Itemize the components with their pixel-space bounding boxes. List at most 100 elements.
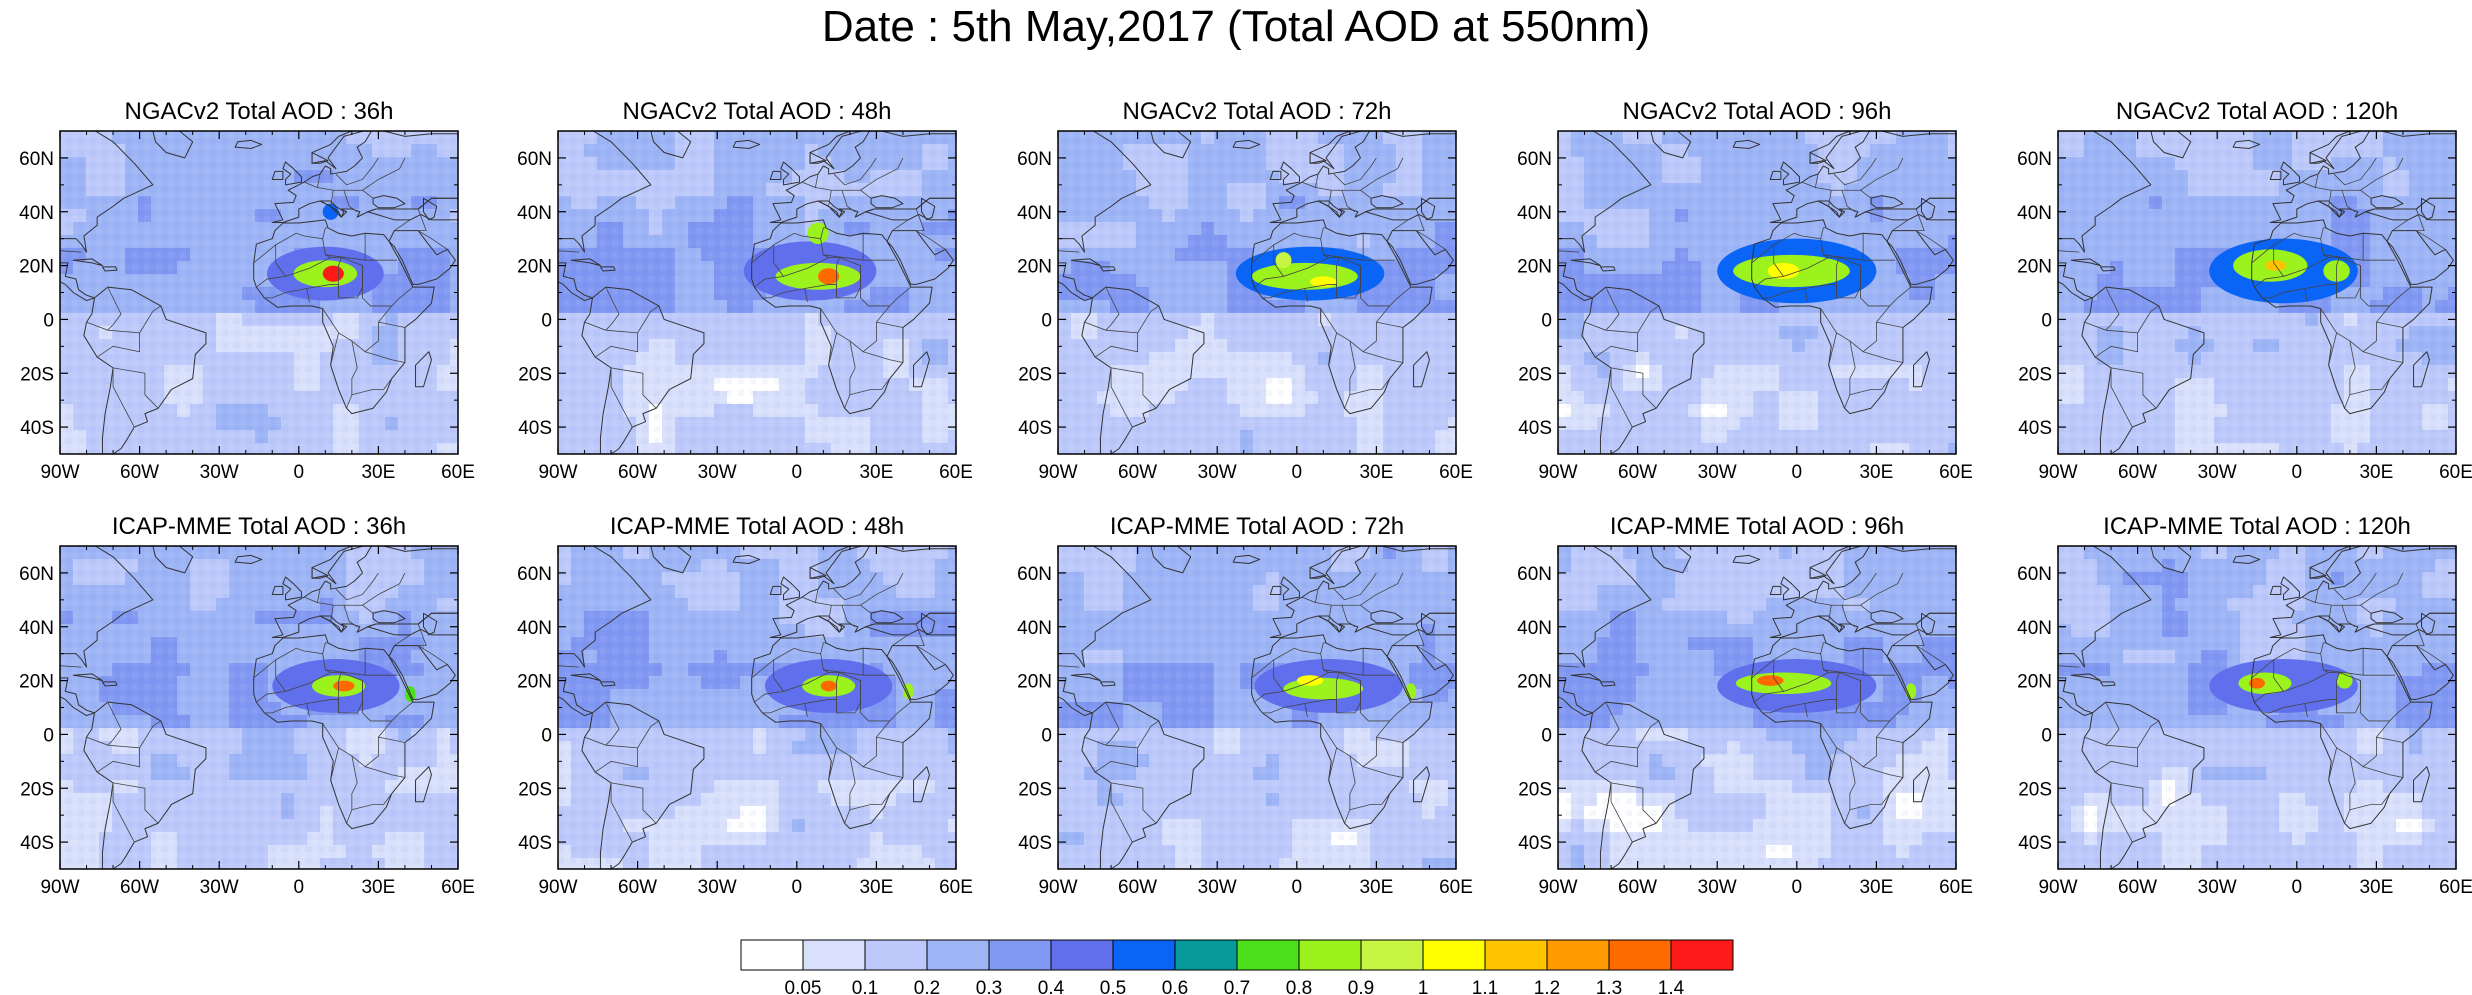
- y-tick-label: 20S: [20, 779, 54, 800]
- y-tick-label: 20N: [19, 257, 54, 278]
- country-borders: [2058, 157, 2446, 428]
- x-tick-label: 60E: [1439, 462, 1473, 483]
- x-tick-label: 30W: [1698, 877, 1737, 898]
- x-tick-label: 0: [1792, 462, 1803, 483]
- y-tick-label: 40S: [1018, 833, 1052, 854]
- map-panel: NGACv2 Total AOD : 96h 90W 60W 30W 0 30E 60E 60…: [1517, 98, 1973, 483]
- x-tick-label: 90W: [1038, 462, 1077, 483]
- x-tick-label: 30E: [361, 462, 395, 483]
- y-tick-label: 20N: [517, 257, 552, 278]
- country-borders: [1558, 157, 1946, 428]
- x-tick-label: 60E: [939, 877, 973, 898]
- x-tick-label: 30W: [698, 462, 737, 483]
- y-tick-label: 20N: [1017, 672, 1052, 693]
- colorbar-label: 1.4: [1658, 978, 1685, 995]
- map-panel: ICAP-MME Total AOD : 120h 90W 60W 30W 0 30E 60…: [2017, 513, 2472, 898]
- y-tick-label: 40N: [517, 203, 552, 224]
- y-tick-label: 40S: [2018, 833, 2052, 854]
- x-tick-label: 90W: [40, 462, 79, 483]
- x-tick-label: 0: [792, 462, 803, 483]
- x-tick-label: 60E: [1939, 462, 1973, 483]
- colorbar-label: 0.9: [1348, 978, 1374, 995]
- colorbar-label: 0.7: [1224, 978, 1250, 995]
- x-tick-label: 60E: [1439, 877, 1473, 898]
- colorbar-label: 0.5: [1100, 978, 1126, 995]
- panel-title: ICAP-MME Total AOD : 96h: [1610, 513, 1904, 540]
- x-tick-label: 60W: [1618, 462, 1657, 483]
- panel-title: NGACv2 Total AOD : 48h: [622, 98, 891, 125]
- y-tick-label: 60N: [1017, 149, 1052, 170]
- dust-plume: [1283, 677, 1364, 700]
- x-tick-label: 90W: [538, 462, 577, 483]
- x-tick-label: 60E: [441, 877, 475, 898]
- y-tick-label: 40N: [19, 618, 54, 639]
- colorbar-label: 1.1: [1472, 978, 1498, 995]
- colorbar-swatch: [740, 939, 804, 971]
- dust-plume: [1905, 683, 1917, 700]
- x-tick-label: 30E: [1359, 877, 1393, 898]
- dust-plume: [1767, 262, 1800, 280]
- colorbar-swatch: [1112, 939, 1176, 971]
- y-tick-label: 60N: [19, 564, 54, 585]
- country-borders: [60, 572, 448, 843]
- y-tick-label: 60N: [1517, 564, 1552, 585]
- y-tick-label: 40N: [1517, 203, 1552, 224]
- y-tick-label: 20S: [20, 364, 54, 385]
- y-tick-label: 40S: [2018, 418, 2052, 439]
- x-tick-label: 30E: [1859, 877, 1893, 898]
- x-tick-label: 0: [1792, 877, 1803, 898]
- panel-title: ICAP-MME Total AOD : 48h: [610, 513, 904, 540]
- dust-plume: [333, 680, 355, 692]
- x-tick-label: 0: [2292, 462, 2303, 483]
- figure-title: Date : 5th May,2017 (Total AOD at 550nm): [821, 2, 1651, 51]
- y-tick-label: 0: [1541, 725, 1552, 746]
- x-tick-label: 60W: [120, 877, 159, 898]
- dust-plume: [1296, 675, 1324, 686]
- colorbar-label: 0.6: [1162, 978, 1188, 995]
- x-tick-label: 60W: [1618, 877, 1657, 898]
- colorbar-swatch: [1608, 939, 1672, 971]
- x-tick-label: 60E: [441, 462, 475, 483]
- colorbar-label: 0.3: [976, 978, 1002, 995]
- country-borders: [2058, 572, 2446, 843]
- y-tick-label: 20S: [518, 779, 552, 800]
- colorbar-swatch: [802, 939, 866, 971]
- dust-plume: [820, 680, 837, 692]
- x-tick-label: 30W: [1198, 877, 1237, 898]
- colorbar-swatch: [1236, 939, 1300, 971]
- y-tick-label: 0: [1041, 310, 1052, 331]
- colorbar-label: 0.2: [914, 978, 940, 995]
- x-tick-label: 0: [1292, 462, 1303, 483]
- y-tick-label: 20N: [517, 672, 552, 693]
- y-tick-label: 40N: [1017, 618, 1052, 639]
- x-tick-label: 90W: [538, 877, 577, 898]
- y-tick-label: 40N: [19, 203, 54, 224]
- x-tick-label: 30E: [2359, 462, 2393, 483]
- colorbar-swatch: [1174, 939, 1238, 971]
- x-tick-label: 30E: [859, 462, 893, 483]
- panel-title: NGACv2 Total AOD : 96h: [1622, 98, 1891, 125]
- x-tick-label: 0: [1292, 877, 1303, 898]
- y-tick-label: 0: [2041, 310, 2052, 331]
- y-tick-label: 60N: [19, 149, 54, 170]
- y-tick-label: 0: [541, 725, 552, 746]
- colorbar-label: 0.8: [1286, 978, 1312, 995]
- y-tick-label: 40S: [1018, 418, 1052, 439]
- x-tick-label: 90W: [40, 877, 79, 898]
- x-tick-label: 60E: [2439, 462, 2472, 483]
- y-tick-label: 0: [2041, 725, 2052, 746]
- dust-plume: [2336, 672, 2353, 689]
- colorbar-swatch: [1484, 939, 1548, 971]
- x-tick-label: 30W: [2198, 877, 2237, 898]
- colorbar-label: 0.1: [852, 978, 878, 995]
- y-tick-label: 60N: [2017, 564, 2052, 585]
- y-tick-label: 40S: [1518, 833, 1552, 854]
- panel-title: NGACv2 Total AOD : 36h: [124, 98, 393, 125]
- coastlines: [558, 546, 956, 869]
- country-borders: [60, 157, 448, 428]
- colorbar-swatch: [988, 939, 1052, 971]
- colorbar-swatch: [864, 939, 928, 971]
- y-tick-label: 60N: [517, 564, 552, 585]
- y-tick-label: 20S: [2018, 779, 2052, 800]
